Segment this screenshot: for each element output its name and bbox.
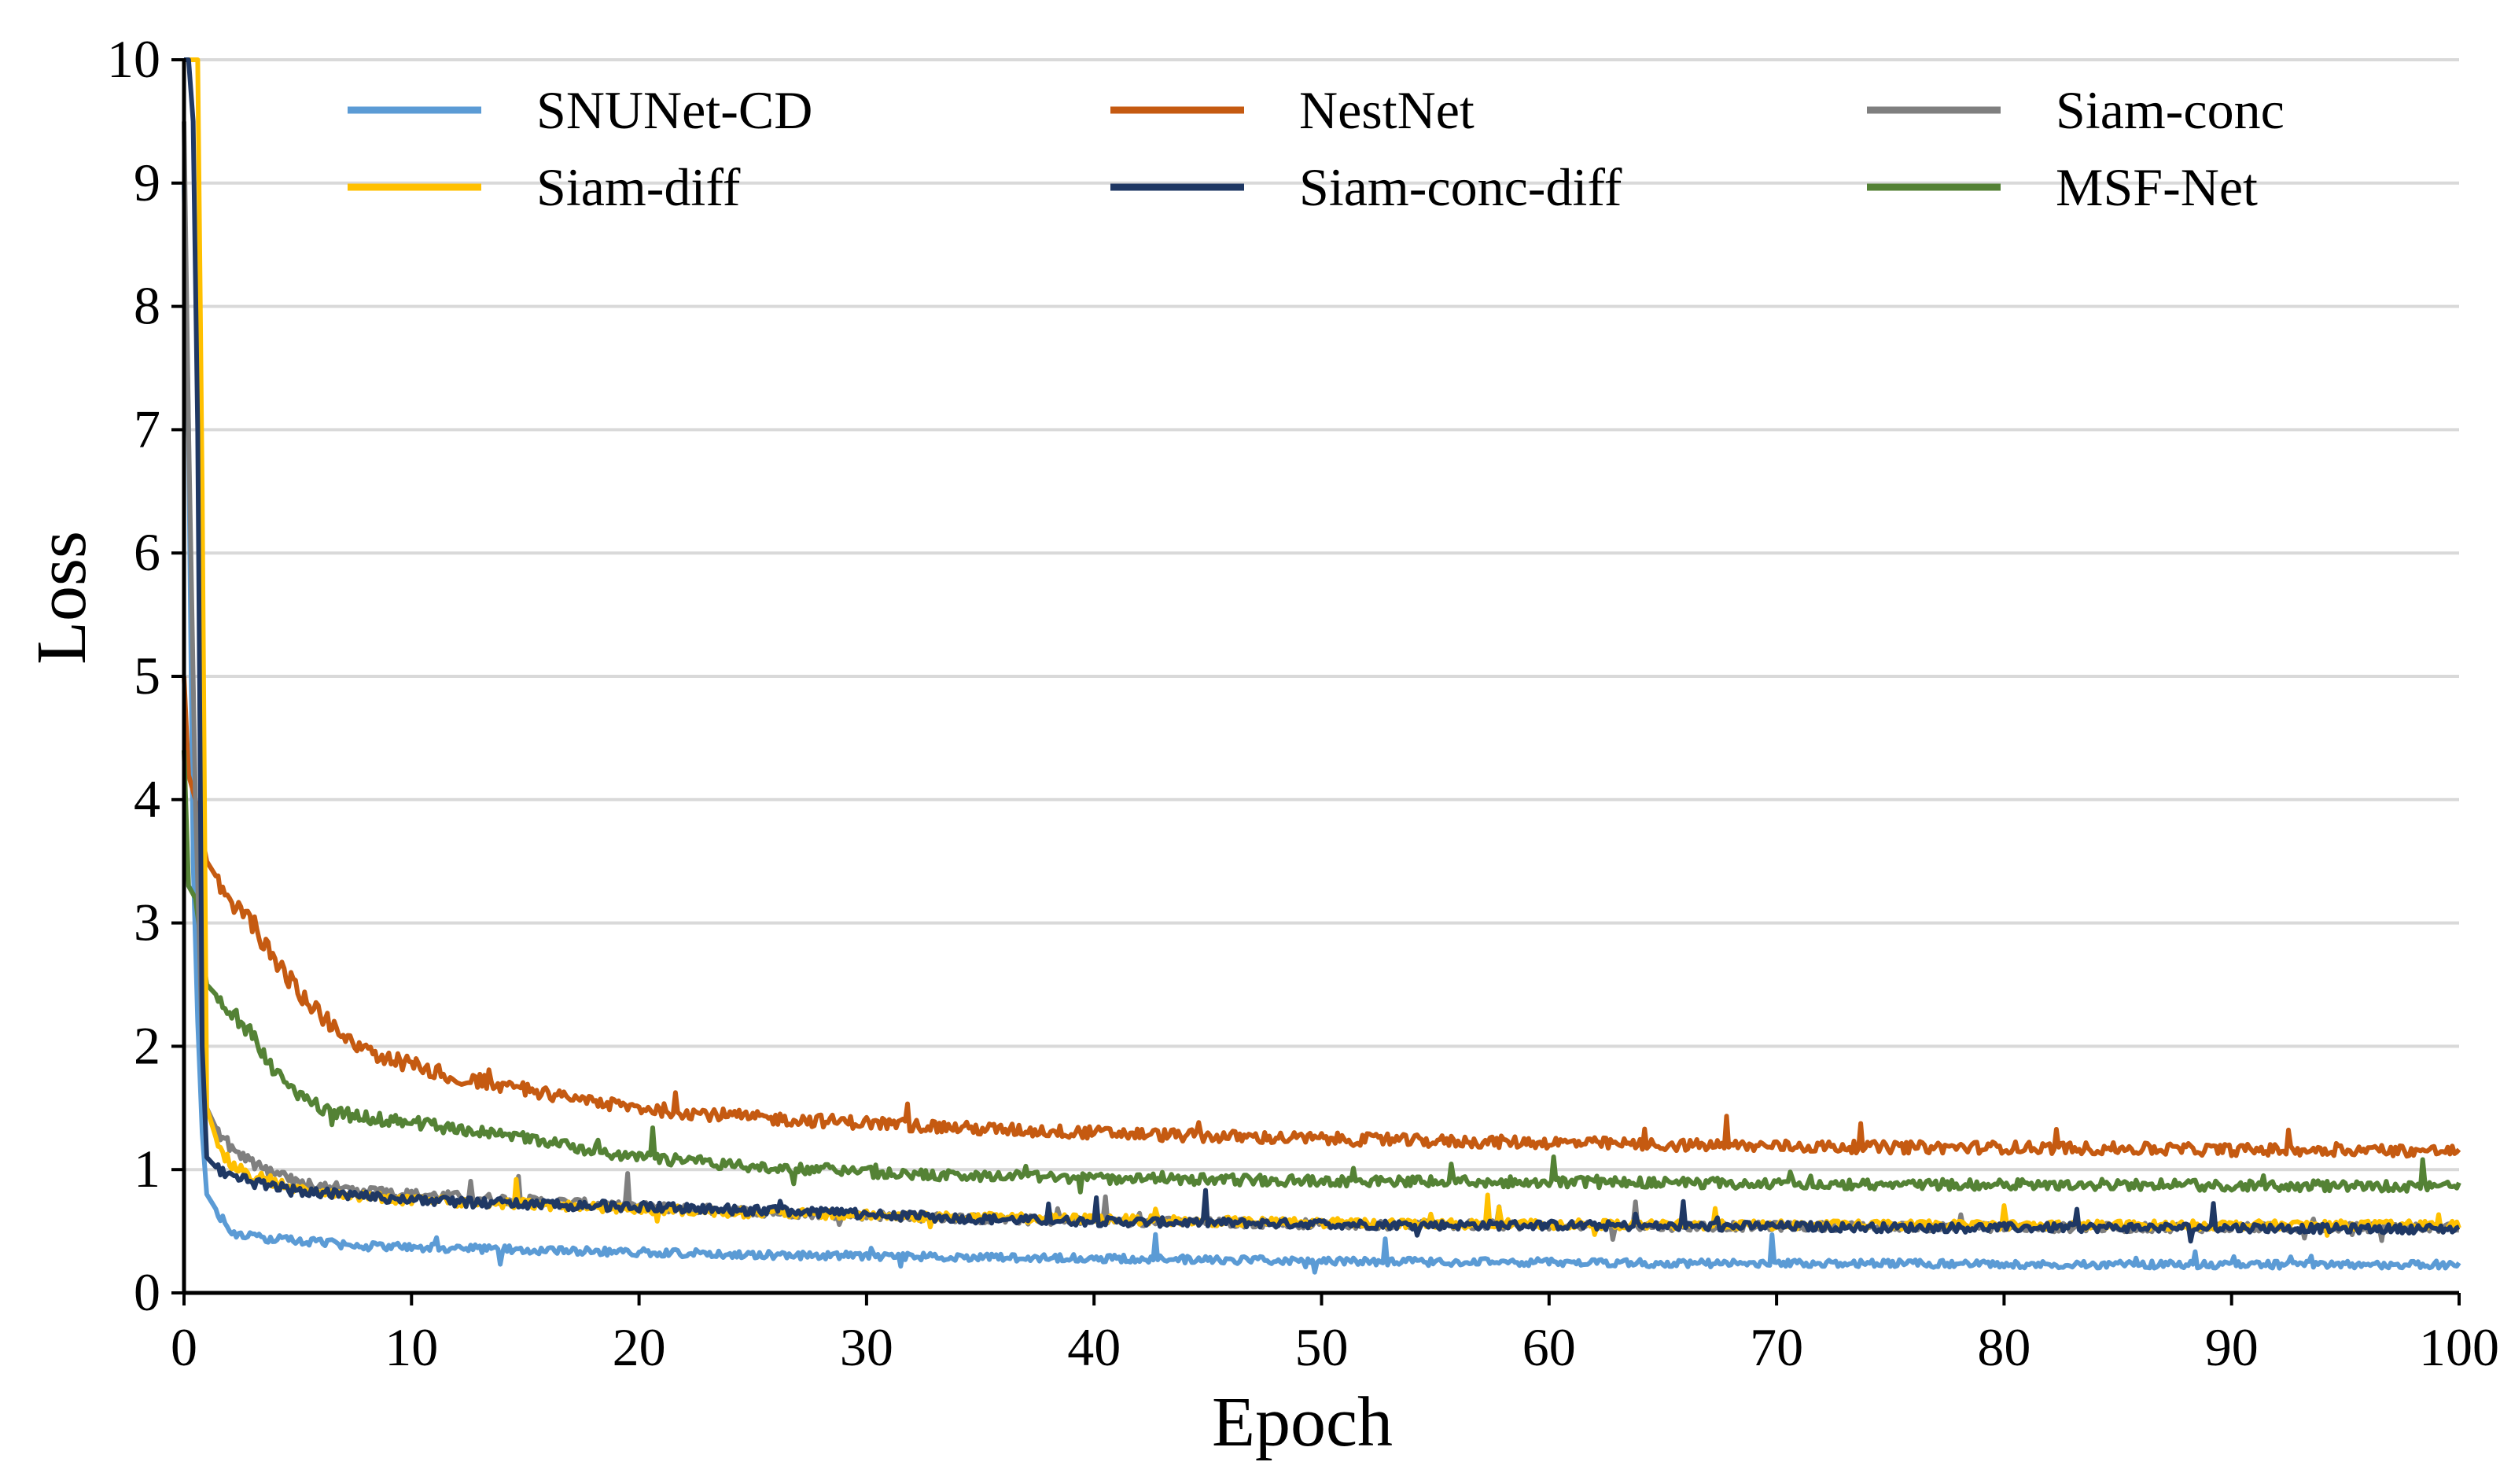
- x-tick-label: 100: [2419, 1317, 2499, 1377]
- y-axis-label: Loss: [23, 531, 101, 665]
- y-tick-label: 7: [134, 399, 160, 458]
- series-line-siam-conc-diff: [183, 57, 2461, 1244]
- legend-label-snunet-cd: SNUNet-CD: [536, 80, 812, 140]
- x-tick-label: 50: [1295, 1317, 1349, 1377]
- x-axis-label: Epoch: [1212, 1383, 1393, 1461]
- x-tick-label: 80: [1977, 1317, 2031, 1377]
- x-tick-label: 70: [1750, 1317, 1803, 1377]
- x-tick-label: 40: [1067, 1317, 1121, 1377]
- y-tick-label: 5: [134, 646, 160, 705]
- grid-layer: [184, 58, 2459, 1172]
- legend-label-siam-conc-diff: Siam-conc-diff: [1299, 157, 1622, 217]
- legend: SNUNet-CD NestNet Siam-conc Siam-diff Siam-c…: [348, 80, 2285, 217]
- series-line-siam-diff: [183, 57, 2461, 1238]
- series-line-snunet-cd: [182, 182, 2461, 1275]
- y-tick-label: 2: [134, 1015, 160, 1075]
- x-tick-label: 60: [1522, 1317, 1576, 1377]
- legend-label-siam-diff: Siam-diff: [536, 157, 741, 217]
- x-tick-label: 30: [840, 1317, 893, 1377]
- series-line-nestnet: [182, 676, 2461, 1159]
- y-tick-label: 4: [134, 769, 160, 829]
- x-tick-label: 10: [385, 1317, 438, 1377]
- y-tick-label: 0: [134, 1262, 160, 1322]
- y-tick-label: 8: [134, 276, 160, 336]
- y-tick-label: 10: [107, 29, 160, 89]
- legend-label-nestnet: NestNet: [1299, 80, 1475, 140]
- series-line-msf-net: [182, 749, 2461, 1195]
- y-tick-label: 9: [134, 153, 160, 212]
- x-tick-label: 0: [171, 1317, 197, 1377]
- x-tick-label: 90: [2205, 1317, 2259, 1377]
- legend-label-siam-conc: Siam-conc: [2056, 80, 2285, 140]
- y-tick-label: 6: [134, 522, 160, 582]
- series-layer: [182, 57, 2461, 1275]
- legend-label-msf-net: MSF-Net: [2056, 157, 2258, 217]
- y-tick-label: 1: [134, 1139, 160, 1199]
- y-tick-label: 3: [134, 893, 160, 952]
- x-tick-label: 20: [613, 1317, 666, 1377]
- series-line-siam-conc: [182, 121, 2460, 1243]
